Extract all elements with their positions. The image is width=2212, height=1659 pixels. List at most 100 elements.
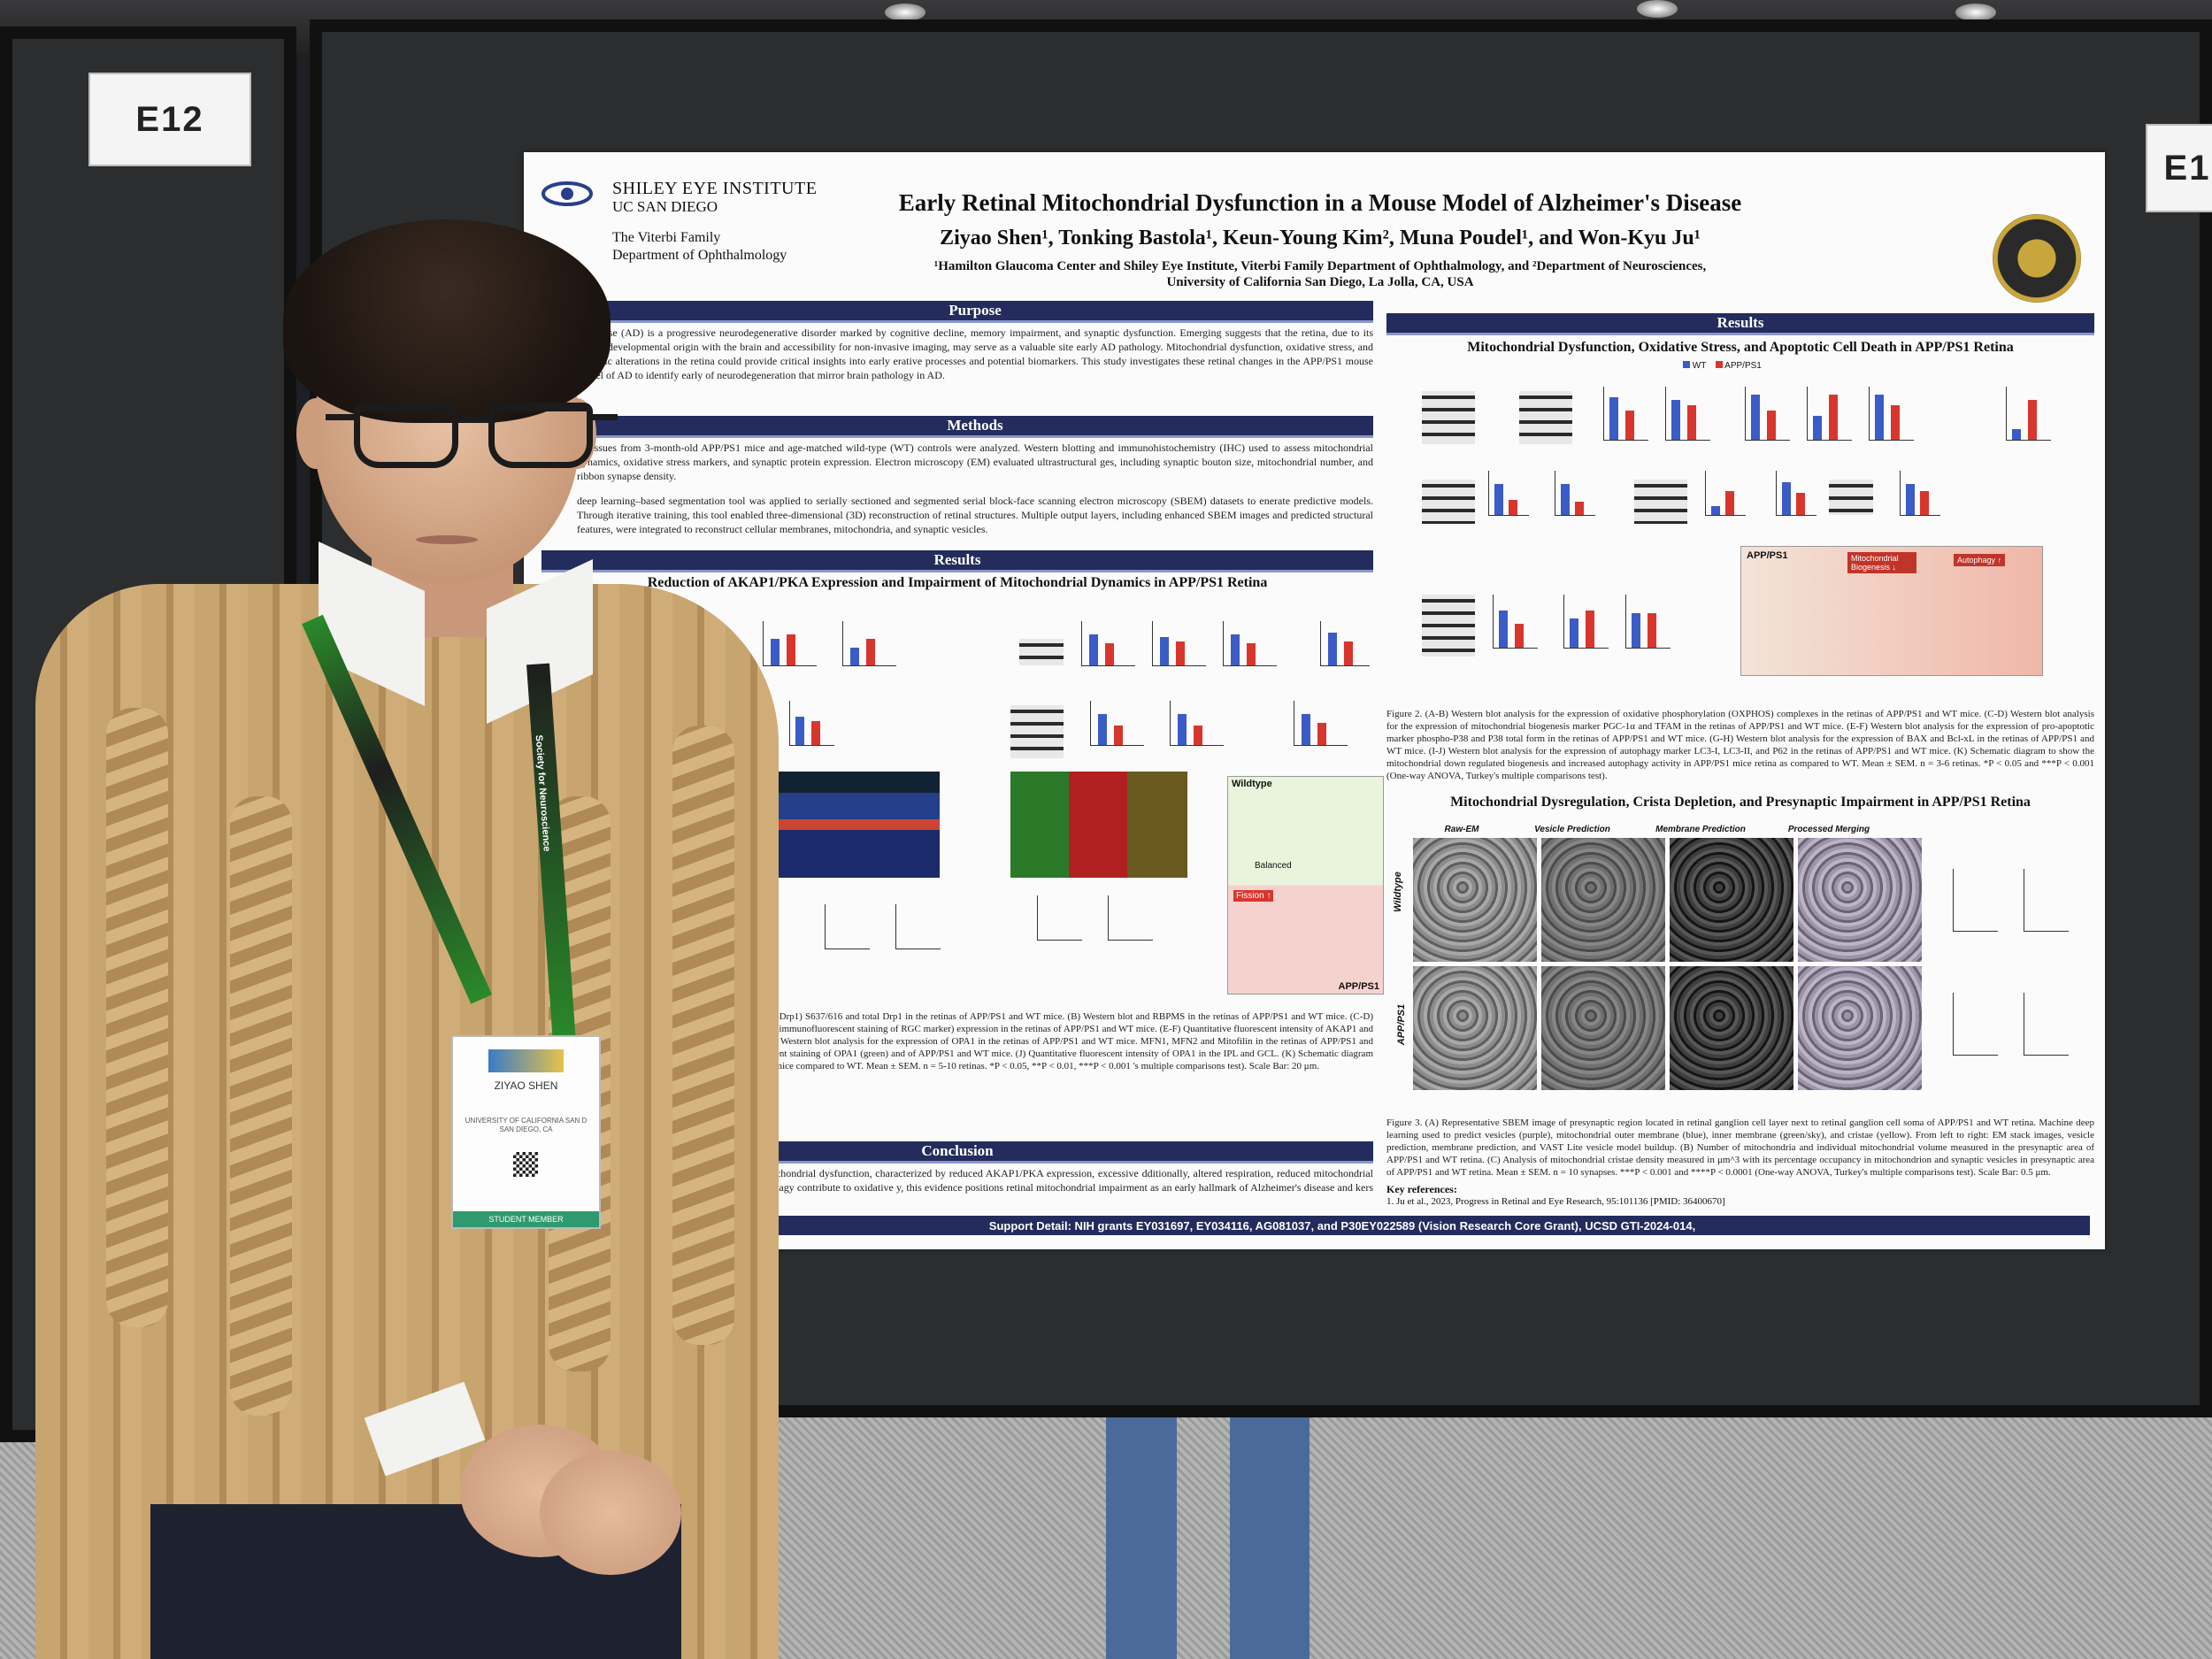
qr-code-icon <box>513 1152 538 1177</box>
western-blot <box>1829 480 1873 515</box>
em-col-vesicle: Vesicle Prediction <box>1534 825 1610 834</box>
glasses-temple <box>589 414 618 420</box>
department-line2: Department of Ophthalmology <box>612 248 787 263</box>
poster-authors: Ziyao Shen¹, Tonking Bastola¹, Keun-Youn… <box>940 227 1701 250</box>
bar-plot <box>1869 387 1914 441</box>
affiliation-line2: University of California San Diego, La J… <box>1166 275 1474 289</box>
bar-plot <box>1223 621 1277 666</box>
glasses-temple <box>326 414 354 420</box>
figure3-panels: Raw-EM Vesicle Prediction Membrane Predi… <box>1386 816 2094 1108</box>
background-person-legs <box>1106 1398 1177 1659</box>
affiliation-line1: ¹Hamilton Glaucoma Center and Shiley Eye… <box>933 259 1707 273</box>
figure2-title: Mitochondrial Dysfunction, Oxidative Str… <box>1467 340 2014 355</box>
board-label-e1: E1 <box>2146 124 2212 212</box>
bar-plot <box>842 621 896 666</box>
department-line1: The Viterbi Family <box>612 230 721 245</box>
bar-plot <box>1493 595 1538 649</box>
schematic-label-app: APP/PS1 <box>1338 981 1379 992</box>
bar-plot <box>789 701 834 746</box>
figure1-panels: Wildtype Balanced Fission ↑ APP/PS1 expr… <box>541 603 1384 1108</box>
em-image <box>1413 966 1537 1090</box>
bar-plot <box>1745 387 1790 441</box>
section-bar-methods: Methods <box>577 416 1373 438</box>
em-image <box>1670 966 1793 1090</box>
em-image <box>1541 838 1665 962</box>
ceiling-light <box>1637 0 1678 18</box>
bar-plot <box>1152 621 1206 666</box>
bar-plot <box>763 621 817 666</box>
legend-app: APP/PS1 <box>1724 361 1762 371</box>
name-badge: ZIYAO SHEN UNIVERSITY OF CALIFORNIA SAN … <box>451 1035 601 1229</box>
figure1-title: Reduction of AKAP1/PKA Expression and Im… <box>647 575 1268 590</box>
schematic-label-autophagy: Autophagy ↑ <box>1954 554 2006 566</box>
right-lens <box>488 403 593 468</box>
em-image <box>1798 966 1922 1090</box>
left-lens <box>354 403 458 468</box>
legend-wt: WT <box>1692 361 1707 371</box>
western-blot <box>1019 639 1064 665</box>
scatter-plot <box>2024 869 2069 932</box>
methods-text-1: al tissues from 3-month-old APP/PS1 mice… <box>577 442 1373 482</box>
badge-logo-icon <box>488 1049 564 1072</box>
figure1-caption: expression of phospho-Drp1 (pDrp1) S637/… <box>657 1011 1373 1071</box>
bar-plot <box>1603 387 1648 441</box>
figure3-title: Mitochondrial Dysregulation, Crista Depl… <box>1450 795 2031 810</box>
board-label-e12: E12 <box>88 73 251 166</box>
bar-plot <box>1170 701 1224 746</box>
em-image <box>1413 838 1537 962</box>
mouth <box>416 535 478 544</box>
figure2-caption: Figure 2. (A-B) Western blot analysis fo… <box>1386 709 2094 781</box>
sweater-cable <box>230 796 292 1416</box>
schematic-diagram: Wildtype Balanced Fission ↑ APP/PS1 <box>1227 776 1384 995</box>
bar-plot <box>1081 621 1135 666</box>
western-blot <box>1422 595 1475 657</box>
schematic-label-balanced: Balanced <box>1255 861 1292 871</box>
scatter-plot <box>1953 993 1998 1056</box>
university-seal-icon <box>1993 214 2081 303</box>
schematic-label-app2: APP/PS1 <box>1747 550 1788 561</box>
bar-plot <box>1488 471 1529 516</box>
western-blot <box>1010 705 1064 758</box>
scatter-plot <box>1037 895 1082 941</box>
sweater-cable <box>106 708 168 1327</box>
fluorescence-image <box>1010 772 1187 878</box>
bar-plot <box>1294 701 1348 746</box>
bar-plot <box>1776 471 1816 516</box>
badge-affiliation: UNIVERSITY OF CALIFORNIA SAN D SAN DIEGO… <box>465 1117 588 1133</box>
support-banner: Support Detail: NIH grants EY031697, EY0… <box>595 1216 2090 1235</box>
em-image <box>1541 966 1665 1090</box>
em-image <box>1798 838 1922 962</box>
poster-affiliation: ¹Hamilton Glaucoma Center and Shiley Eye… <box>789 258 1851 290</box>
methods-text-2: deep learning–based segmentation tool wa… <box>577 495 1373 535</box>
bar-plot <box>1625 595 1671 649</box>
institute-sub: UC SAN DIEGO <box>612 198 718 215</box>
badge-name: ZIYAO SHEN <box>494 1079 558 1092</box>
em-image <box>1670 838 1793 962</box>
bar-plot <box>1563 595 1609 649</box>
schematic-label-wildtype: Wildtype <box>1232 779 1272 789</box>
figure2-legend: WT APP/PS1 <box>1683 361 1762 371</box>
schematic-diagram: APP/PS1 Mitochondrial Biogenesis ↓ Autop… <box>1740 546 2043 676</box>
purpose-text: 's disease (AD) is a progressive neurode… <box>577 326 1373 381</box>
em-row-wildtype: Wildtype <box>1392 872 1403 912</box>
bar-plot <box>1555 471 1595 516</box>
sweater-cable <box>672 726 734 1345</box>
conclusion-text: isease retinas exhibit early mitochondri… <box>639 1167 1373 1208</box>
em-col-merging: Processed Merging <box>1787 825 1870 834</box>
scatter-plot <box>1953 869 1998 932</box>
poster-title: Early Retinal Mitochondrial Dysfunction … <box>898 189 1742 216</box>
scatter-plot <box>2024 993 2069 1056</box>
fluorescence-image <box>763 772 940 878</box>
em-col-membrane: Membrane Prediction <box>1655 825 1746 834</box>
background-person-legs <box>1230 1398 1310 1659</box>
bar-plot <box>1705 471 1746 516</box>
glasses-bridge <box>460 416 495 423</box>
western-blot <box>1519 391 1572 444</box>
ceiling-light <box>1955 4 1996 21</box>
western-blot <box>1422 480 1475 524</box>
key-references-title: Key references: <box>1386 1183 1457 1195</box>
em-col-raw: Raw-EM <box>1444 825 1479 834</box>
em-row-app: APP/PS1 <box>1396 1003 1408 1046</box>
bar-plot <box>2006 387 2051 441</box>
eye-logo-icon <box>541 181 593 206</box>
